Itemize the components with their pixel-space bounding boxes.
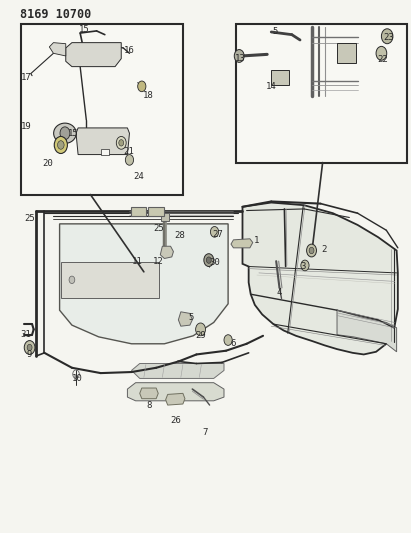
Polygon shape bbox=[166, 393, 185, 405]
Text: 9: 9 bbox=[27, 350, 32, 359]
Text: 25: 25 bbox=[24, 214, 35, 223]
Polygon shape bbox=[178, 312, 192, 326]
Text: 10: 10 bbox=[72, 374, 83, 383]
Polygon shape bbox=[242, 203, 398, 354]
Text: 2: 2 bbox=[321, 245, 327, 254]
Text: 20: 20 bbox=[42, 159, 53, 168]
Bar bbox=[61, 262, 159, 298]
Circle shape bbox=[309, 247, 314, 254]
Bar bbox=[148, 207, 164, 216]
Polygon shape bbox=[49, 43, 66, 56]
Circle shape bbox=[206, 257, 211, 263]
Text: 25: 25 bbox=[153, 224, 164, 232]
Text: 21: 21 bbox=[123, 148, 134, 156]
Text: 5: 5 bbox=[272, 28, 278, 36]
Text: 17: 17 bbox=[21, 73, 32, 82]
Polygon shape bbox=[160, 246, 173, 259]
Text: 3: 3 bbox=[300, 262, 306, 271]
Polygon shape bbox=[76, 128, 129, 155]
Circle shape bbox=[210, 227, 219, 237]
Text: 8169 10700: 8169 10700 bbox=[20, 9, 91, 21]
Circle shape bbox=[60, 127, 70, 140]
Text: 23: 23 bbox=[383, 33, 394, 42]
Polygon shape bbox=[132, 364, 224, 378]
Circle shape bbox=[24, 341, 35, 354]
Circle shape bbox=[119, 140, 124, 146]
Bar bbox=[21, 24, 183, 195]
Circle shape bbox=[301, 260, 309, 271]
Bar bbox=[337, 43, 356, 63]
Text: 15: 15 bbox=[68, 129, 79, 138]
Polygon shape bbox=[140, 388, 158, 399]
Circle shape bbox=[381, 29, 393, 44]
Text: 30: 30 bbox=[209, 258, 220, 266]
Polygon shape bbox=[127, 383, 224, 401]
Text: 6: 6 bbox=[231, 340, 236, 348]
Circle shape bbox=[234, 50, 244, 62]
Text: 13: 13 bbox=[235, 54, 246, 63]
Text: 12: 12 bbox=[153, 257, 164, 265]
Circle shape bbox=[58, 141, 64, 149]
Text: 31: 31 bbox=[20, 330, 31, 339]
Circle shape bbox=[69, 276, 75, 284]
Text: 22: 22 bbox=[377, 55, 388, 64]
Text: 1: 1 bbox=[254, 237, 260, 245]
Text: 11: 11 bbox=[132, 257, 143, 265]
Text: 26: 26 bbox=[171, 416, 181, 424]
Circle shape bbox=[27, 344, 32, 351]
Circle shape bbox=[54, 136, 67, 154]
Circle shape bbox=[376, 46, 387, 60]
Text: 29: 29 bbox=[195, 332, 206, 340]
Text: 28: 28 bbox=[175, 231, 185, 240]
Bar bbox=[131, 207, 146, 216]
Text: 19: 19 bbox=[21, 123, 32, 131]
Circle shape bbox=[116, 136, 126, 149]
Text: 24: 24 bbox=[134, 173, 144, 181]
Text: 14: 14 bbox=[266, 82, 277, 91]
Circle shape bbox=[307, 244, 316, 257]
Circle shape bbox=[196, 323, 206, 336]
Bar bbox=[271, 70, 289, 85]
Text: 7: 7 bbox=[202, 429, 208, 437]
Polygon shape bbox=[60, 224, 228, 344]
Polygon shape bbox=[337, 310, 397, 352]
Text: 5: 5 bbox=[188, 313, 194, 321]
Text: 8: 8 bbox=[146, 401, 152, 409]
Text: 18: 18 bbox=[143, 92, 153, 100]
Ellipse shape bbox=[53, 123, 76, 143]
Bar bbox=[161, 213, 169, 221]
Polygon shape bbox=[66, 43, 121, 67]
Circle shape bbox=[125, 155, 134, 165]
Text: 15: 15 bbox=[79, 25, 90, 34]
Text: 27: 27 bbox=[212, 230, 223, 239]
Circle shape bbox=[138, 81, 146, 92]
Circle shape bbox=[224, 335, 232, 345]
Text: 4: 4 bbox=[277, 288, 282, 296]
Polygon shape bbox=[231, 239, 253, 248]
Text: 16: 16 bbox=[124, 46, 135, 55]
Polygon shape bbox=[101, 149, 109, 155]
Bar bbox=[236, 24, 407, 163]
Circle shape bbox=[204, 254, 214, 266]
